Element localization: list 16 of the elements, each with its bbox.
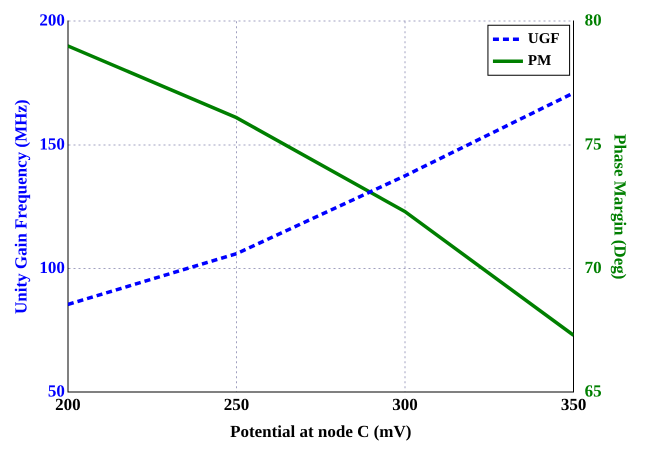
x-tick-label: 250	[224, 394, 250, 414]
y2-tick-label: 75	[584, 134, 602, 154]
y2-tick-label: 65	[584, 382, 602, 401]
x-axis-title: Potential at node C (mV)	[230, 422, 412, 442]
legend-label: PM	[528, 53, 552, 70]
y2-tick-label: 70	[584, 258, 602, 277]
x-tick-label: 350	[560, 394, 586, 414]
y-tick-label: 150	[39, 134, 65, 154]
y2-tick-label: 80	[584, 10, 602, 30]
y-axis-title: Unity Gain Frequency (MHz)	[12, 99, 31, 314]
x-tick-label: 300	[392, 394, 418, 414]
y-tick-label: 100	[39, 258, 65, 277]
y2-axis-title: Phase Margin (Deg)	[610, 134, 630, 280]
y-tick-label: 200	[39, 10, 65, 30]
line-series	[68, 91, 574, 306]
legend-label: UGF	[528, 31, 560, 48]
